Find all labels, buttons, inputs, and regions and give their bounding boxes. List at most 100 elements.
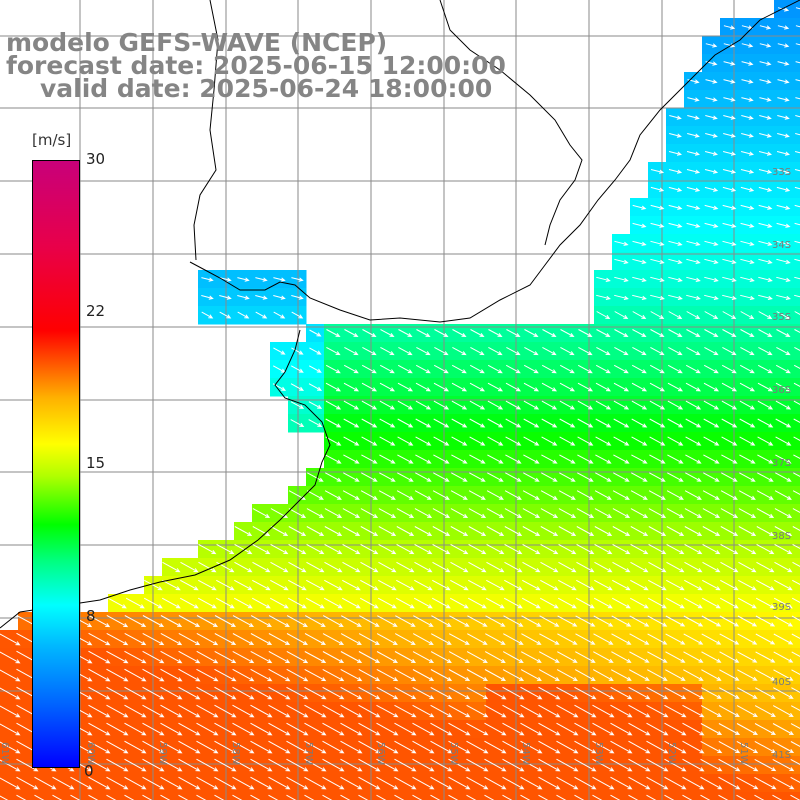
coastline [0, 0, 800, 629]
wind-arrow [576, 543, 595, 555]
wind-arrow [322, 651, 345, 664]
wind-arrow [719, 651, 740, 663]
wind-arrow [704, 346, 719, 356]
wind-arrow [557, 615, 578, 627]
wind-arrow [106, 704, 129, 718]
wind-arrow [521, 633, 542, 645]
wind-arrow [340, 776, 363, 790]
wind-arrow [614, 329, 629, 338]
wind-arrow [792, 526, 800, 532]
wind-arrow [432, 526, 451, 537]
wind-arrow [558, 508, 577, 518]
wind-arrow [538, 758, 561, 772]
wind-arrow [613, 472, 630, 482]
wind-arrow [270, 561, 289, 573]
wind-arrow [559, 400, 576, 410]
wind-arrow [632, 258, 647, 264]
wind-arrow [792, 508, 800, 514]
wind-arrow [740, 222, 755, 228]
wind-arrow [777, 61, 790, 66]
wind-arrow [757, 436, 774, 446]
wind-arrow [484, 776, 507, 790]
wind-arrow [592, 686, 615, 700]
wind-arrow [502, 740, 525, 754]
wind-arrow [702, 508, 721, 518]
wind-arrow [628, 740, 651, 754]
wind-arrow [613, 400, 630, 410]
wind-arrow [667, 472, 684, 482]
wind-arrow [394, 704, 417, 718]
wind-arrow [469, 400, 486, 410]
wind-arrow [250, 794, 261, 800]
wind-arrow [431, 597, 451, 609]
coastline-path [189, 0, 800, 323]
wind-arrow [628, 722, 651, 736]
wind-arrow [720, 490, 738, 500]
wind-arrow [340, 722, 363, 736]
wind-arrow [632, 204, 647, 210]
wind-arrow [196, 632, 219, 646]
wind-arrow [362, 329, 377, 338]
wind-arrow [325, 418, 342, 428]
wind-arrow [754, 740, 777, 754]
wind-arrow [268, 633, 291, 646]
wind-arrow [268, 776, 291, 790]
wind-arrow [214, 758, 237, 772]
wind-arrow [793, 400, 800, 406]
wind-arrow [701, 633, 722, 645]
wind-arrow [595, 436, 612, 446]
wind-arrow [397, 418, 414, 428]
wind-arrow [412, 776, 435, 790]
wind-arrow [468, 579, 487, 591]
wind-arrow [666, 579, 685, 591]
wind-arrow [700, 758, 723, 772]
wind-arrow [232, 794, 243, 800]
wind-arrow [488, 346, 503, 356]
wind-arrow [394, 758, 417, 772]
wind-arrow [613, 436, 630, 446]
wind-arrow [469, 454, 486, 464]
wind-arrow [488, 329, 503, 338]
wind-arrow [704, 329, 719, 338]
wind-arrow [777, 133, 790, 138]
wind-arrow [201, 277, 214, 282]
wind-cell [792, 648, 800, 667]
wind-arrow [376, 794, 387, 800]
wind-arrow [559, 382, 576, 392]
wind-arrow [309, 347, 322, 355]
wind-arrow [160, 794, 171, 800]
wind-arrow [487, 472, 504, 482]
wind-arrow [666, 526, 685, 537]
wind-arrow [324, 490, 342, 500]
wind-arrow [721, 436, 738, 446]
wind-arrow [358, 633, 380, 645]
wind-arrow [523, 418, 540, 428]
wind-arrow [433, 436, 450, 446]
wind-arrow [124, 776, 147, 790]
wind-arrow [505, 472, 522, 482]
wind-arrow [668, 222, 683, 228]
wind-arrow [196, 704, 219, 718]
wind-arrow [268, 615, 290, 627]
wind-arrow [142, 632, 165, 646]
wind-arrow [291, 311, 304, 319]
wind-arrow [160, 704, 183, 718]
wind-arrow [178, 722, 201, 736]
wind-arrow [484, 669, 506, 682]
wind-arrow [343, 472, 360, 482]
wind-arrow [701, 597, 721, 609]
wind-arrow [794, 204, 800, 208]
wind-arrow [739, 382, 756, 392]
wind-arrow [630, 561, 649, 573]
wind-arrow [412, 740, 435, 754]
wind-arrow [592, 740, 615, 754]
wind-arrow [324, 579, 343, 591]
wind-arrow [610, 722, 633, 736]
wind-arrow [433, 472, 450, 482]
wind-arrow [558, 490, 576, 500]
lat-label-39s: 39S [772, 602, 792, 613]
wind-arrow [0, 633, 21, 646]
wind-arrow [503, 597, 523, 609]
wind-arrow [741, 43, 754, 48]
wind-arrow [322, 668, 345, 682]
